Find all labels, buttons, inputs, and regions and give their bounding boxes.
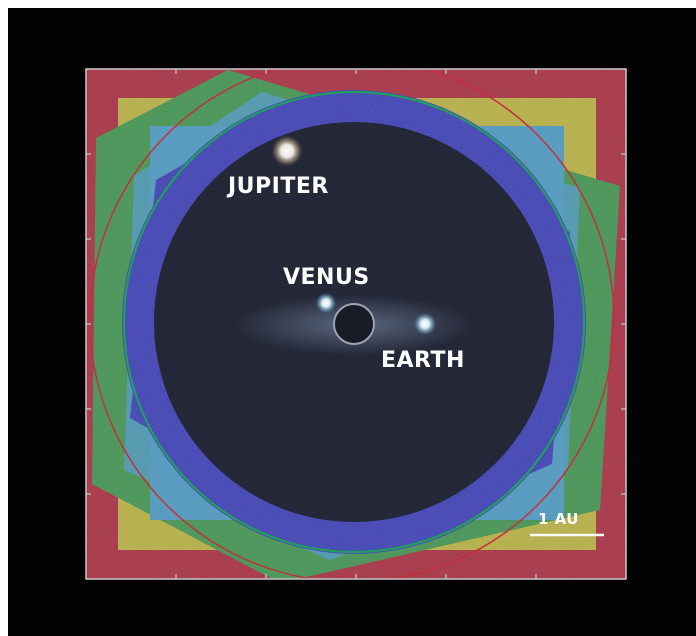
- earth-label: EARTH: [381, 348, 465, 373]
- green-orbit-circle: [123, 91, 585, 553]
- jupiter-label: JUPITER: [226, 174, 329, 199]
- coronagraph-mask: [333, 303, 375, 345]
- panel-ticks: [86, 69, 626, 579]
- venus-planet: [315, 292, 337, 314]
- red-orbit-circle: [89, 69, 615, 579]
- earth-planet: [413, 312, 437, 336]
- scale-bar-label: 1 AU: [538, 510, 579, 528]
- venus-label: VENUS: [283, 265, 370, 290]
- jupiter-planet: [271, 135, 303, 167]
